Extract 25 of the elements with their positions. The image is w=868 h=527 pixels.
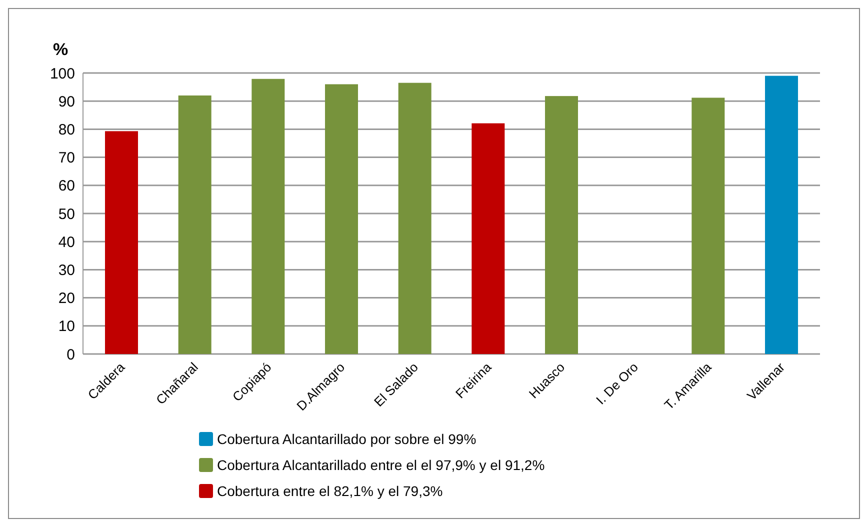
bar: [105, 131, 138, 354]
bar: [398, 82, 432, 354]
bar: [545, 96, 578, 354]
legend-label: Cobertura Alcantarillado entre el el 97,9% y el 91,2%: [217, 456, 545, 473]
bar: [178, 95, 212, 354]
bar: [765, 76, 798, 354]
y-tick-label: 40: [58, 234, 75, 251]
y-tick-label: 90: [58, 93, 75, 110]
y-tick-label: 100: [50, 65, 75, 82]
bar: [692, 98, 725, 354]
y-tick-label: 30: [58, 262, 75, 279]
y-tick-label: 20: [58, 290, 75, 308]
y-tick-label: 0: [66, 346, 75, 364]
y-tick-label: 50: [58, 206, 75, 223]
legend-label: Cobertura entre el 82,1% y el 79,3%: [217, 482, 443, 499]
y-tick-label: 60: [58, 178, 75, 195]
legend-label: Cobertura Alcantarillado por sobre el 99%: [217, 430, 476, 447]
y-tick-label: 10: [58, 318, 75, 336]
bar: [325, 84, 358, 354]
y-axis-title: %: [53, 40, 68, 59]
y-tick-label: 80: [58, 121, 75, 138]
y-tick-label: 70: [58, 150, 75, 167]
x-tick-label: I. De Oro: [593, 360, 641, 408]
bar: [252, 78, 285, 354]
bar: [472, 123, 505, 354]
